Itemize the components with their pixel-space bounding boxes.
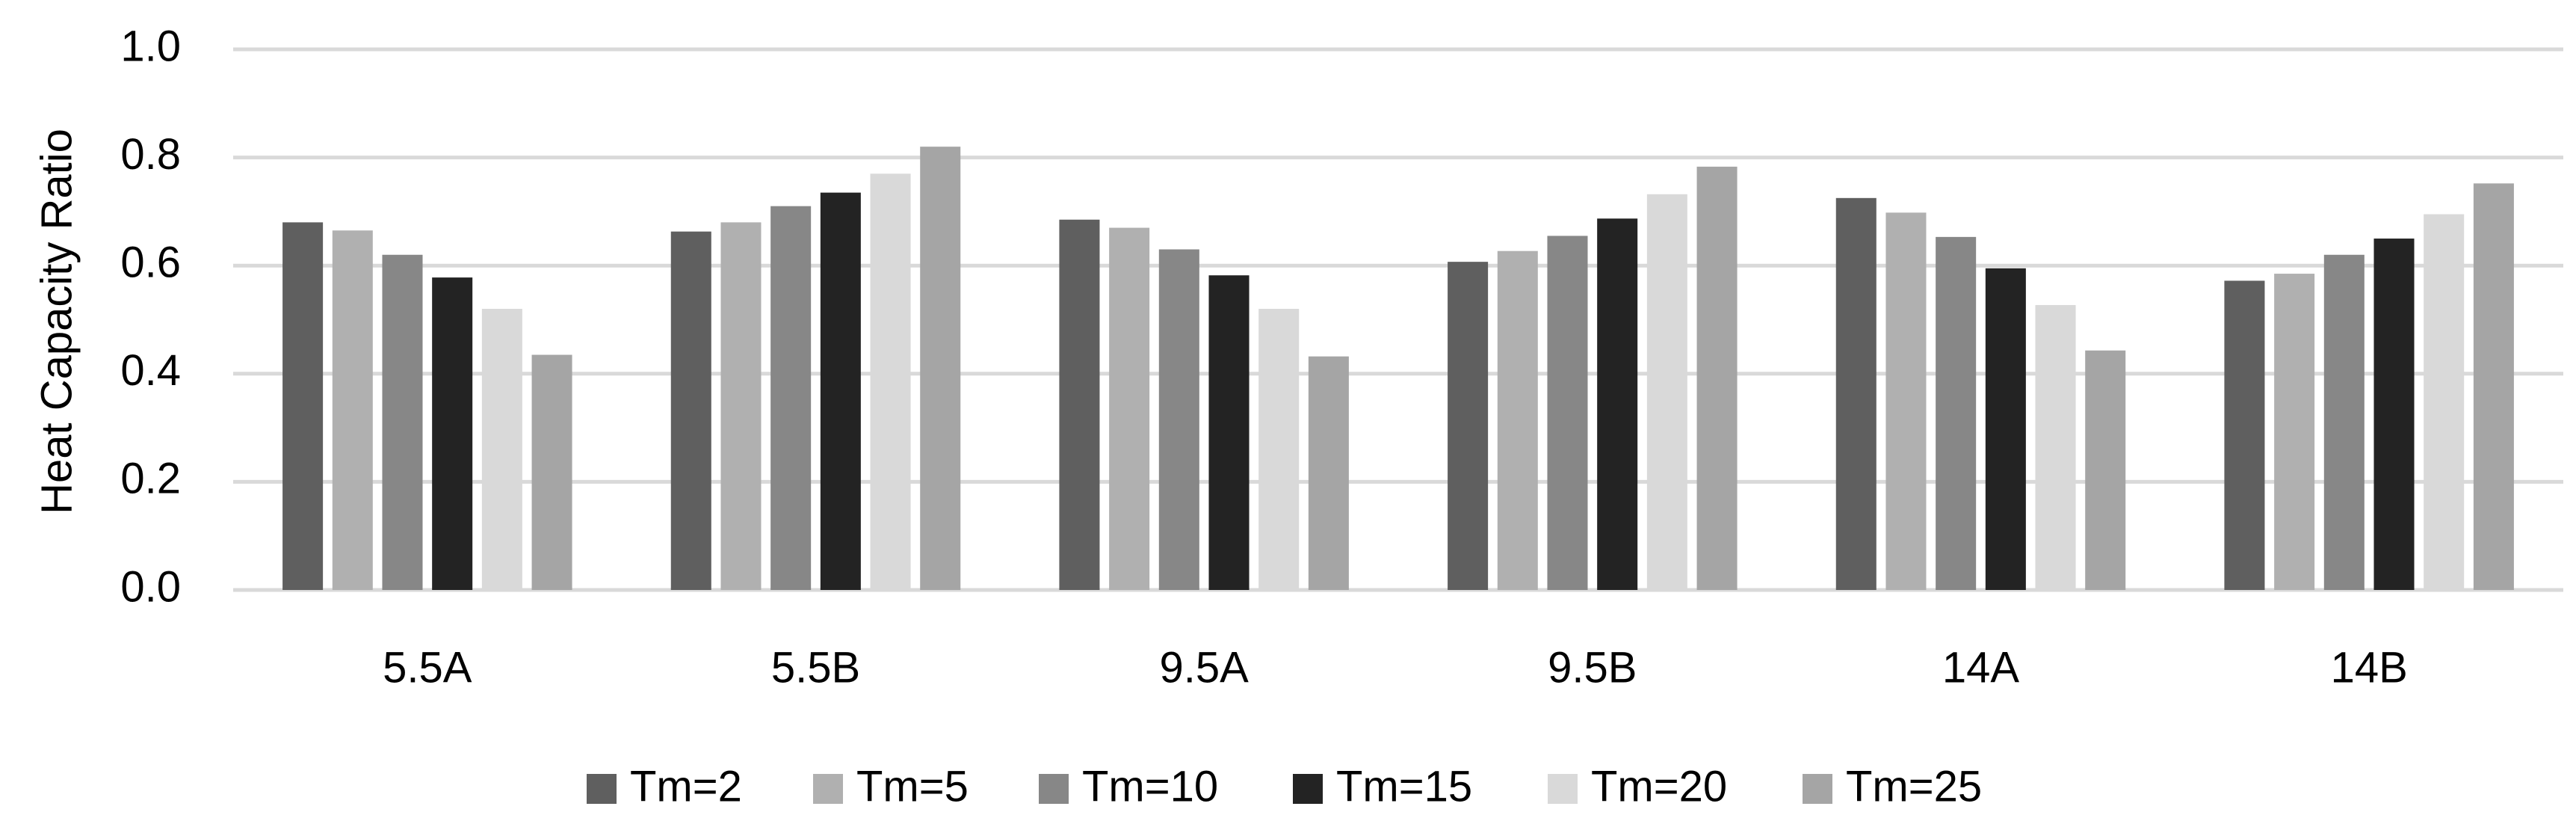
x-tick-label: 9.5B [1548,643,1637,692]
x-tick-label: 14A [1942,643,2020,692]
bar [1547,236,1588,590]
legend-swatch [1293,774,1323,804]
bar [1158,249,1199,590]
bar [670,231,711,590]
bar [1597,218,1638,590]
legend-label: Tm=2 [630,762,742,811]
bar [1109,227,1150,590]
legend-label: Tm=15 [1336,762,1472,811]
bar [481,309,522,590]
y-tick-label: 0.8 [120,130,181,179]
bar [2473,183,2514,590]
bar [1696,166,1738,591]
bar [1985,268,2026,590]
bar [870,173,911,591]
bar [2085,350,2126,590]
y-tick-label: 0.4 [120,346,181,395]
bar [2373,239,2415,590]
bar [1497,250,1538,590]
bar [1308,356,1349,590]
y-tick-label: 1.0 [120,22,181,70]
bar [332,230,373,590]
legend-swatch [1039,774,1069,804]
bar [432,277,473,590]
bar [1885,212,1927,590]
bar [382,254,423,590]
y-axis-title: Heat Capacity Ratio [32,129,81,514]
bar [720,222,762,590]
bar [1208,275,1250,590]
bar [2274,274,2315,590]
bar [1936,236,1977,590]
legend-label: Tm=10 [1082,762,1218,811]
y-tick-label: 0.0 [120,562,181,611]
x-tick-label: 5.5A [383,643,472,692]
legend-label: Tm=5 [856,762,969,811]
bar [1835,197,1877,590]
legend-swatch [1803,774,1832,804]
bar [820,192,861,591]
bar [1448,262,1489,590]
bar [2424,214,2465,590]
bar [282,222,324,590]
bar [770,206,812,590]
y-tick-label: 0.6 [120,239,181,287]
legend-swatch [587,774,617,804]
x-tick-label: 9.5A [1160,643,1250,692]
bar [2323,254,2365,590]
x-tick-label: 5.5B [771,643,860,692]
bar [2035,304,2076,590]
bar [1646,194,1687,590]
legend-swatch [813,774,843,804]
y-tick-label: 0.2 [120,455,181,503]
legend-label: Tm=20 [1591,762,1727,811]
x-tick-label: 14B [2331,643,2408,692]
bar [2224,280,2265,590]
bar [1258,309,1300,590]
legend-label: Tm=25 [1846,762,1982,811]
bar [531,354,572,590]
bar [1059,219,1100,590]
legend-swatch [1548,774,1578,804]
bar [920,147,961,590]
